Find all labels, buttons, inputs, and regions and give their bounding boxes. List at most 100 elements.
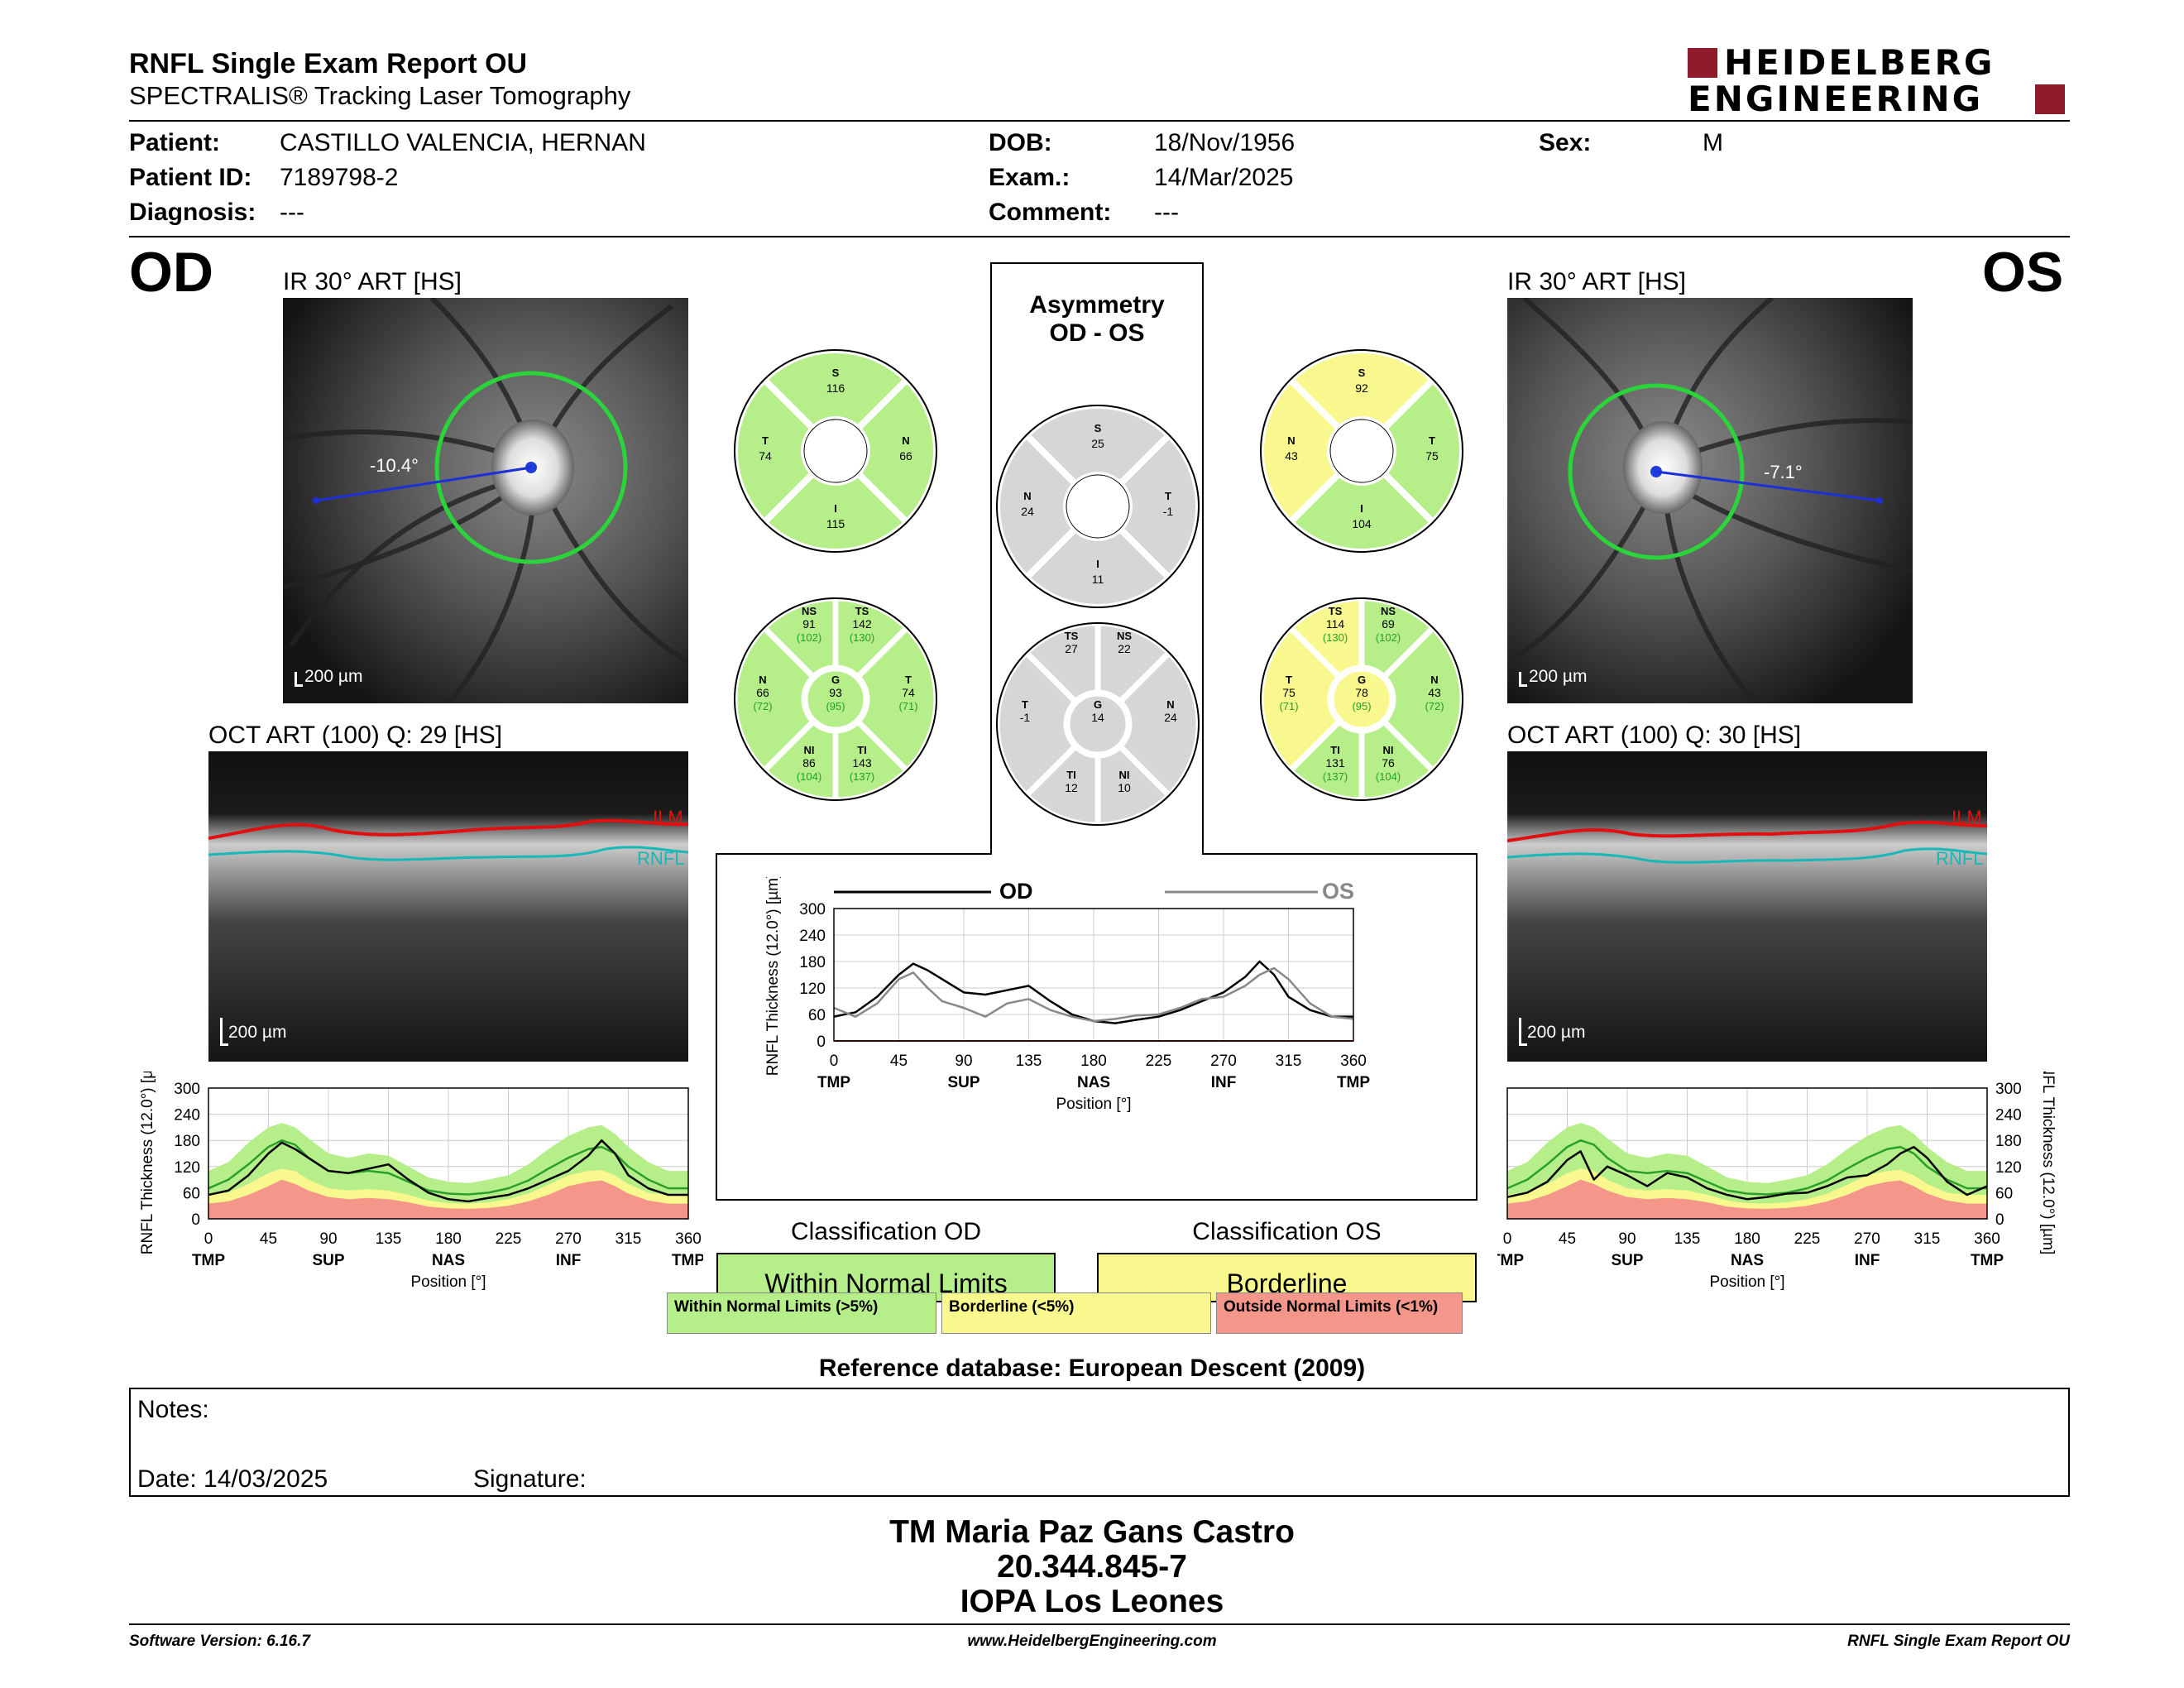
od-fundus-scale: 200 µm (304, 667, 363, 686)
legend-within-normal: Within Normal Limits (>5%) (667, 1292, 936, 1334)
os6-sector-TI-value: 131 (1325, 756, 1345, 770)
asym4-sector-I-value: 11 (1092, 573, 1104, 586)
chart-asym-xsub-3: INF (1211, 1074, 1237, 1091)
chart-od-ytick-0: 0 (191, 1211, 200, 1229)
od4-sector-I-label: I (834, 502, 837, 515)
od4-sector-N-label: N (902, 434, 909, 447)
od6-sector-G-ref: (95) (826, 700, 845, 712)
chart-os-normal-mean (1506, 1139, 1987, 1196)
od6-sector-G-label: G (831, 674, 840, 686)
os4-sector-diagram: S 92 N 43 I 104 T 75 (1257, 347, 1466, 555)
asym6-sector-NI-label: NI (1119, 769, 1130, 781)
chart-asym-xtick-270: 270 (1210, 1053, 1237, 1070)
od6-sector-T-label: T (905, 674, 912, 686)
chart-os-xtick-135: 135 (1674, 1230, 1701, 1248)
chart-asym-xtick-225: 225 (1146, 1053, 1172, 1070)
chart-asym-xtick-180: 180 (1080, 1053, 1107, 1070)
od6-sector-TS-ref: (130) (850, 631, 874, 644)
sex-label: Sex: (1539, 129, 1592, 156)
chart-os-band-red (1507, 1179, 1987, 1219)
os6-sector-T-value: 75 (1282, 686, 1296, 699)
asym4-sector-N-label: N (1023, 490, 1031, 502)
od4-sector-T-label: T (762, 434, 769, 447)
od6-sector-TI-value: 143 (852, 756, 872, 770)
classification-od-title: Classification OD (790, 1218, 982, 1245)
chart-od-plot: 0 60 120 180 240 300 0 45 90 135 180 225 270 315 360 TM… (139, 1072, 703, 1291)
asym6-sector-T-label: T (1022, 698, 1028, 711)
od4-sector-S-label: S (832, 367, 840, 379)
chart-od-xtick-45: 45 (260, 1230, 277, 1248)
asym4-sector-diagram: S 25 N 24 I 11 T -1 (994, 402, 1202, 611)
od4-sector-N-value: 66 (899, 449, 912, 463)
os-oct-svg: ILM RNFL (1507, 751, 1987, 1062)
chart-od-thickness-line (208, 1139, 688, 1203)
chart-os-xsub-0: TMP (1497, 1252, 1524, 1269)
chart-od-normal-mean (208, 1139, 688, 1196)
patient-name: CASTILLO VALENCIA, HERNAN (280, 129, 646, 156)
website-link[interactable]: www.HeidelbergEngineering.com (967, 1633, 1217, 1650)
od6-sector-NS-ref: (102) (797, 631, 821, 644)
signer-id: 20.344.845-7 (997, 1549, 1187, 1585)
od-eye-label: OD (129, 241, 213, 304)
asym6-sector-TS-value: 27 (1065, 642, 1078, 655)
chart-asym-legend-od: OD (999, 879, 1033, 904)
asym6-sector-NS-value: 22 (1118, 642, 1131, 655)
chart-asym-xtick-135: 135 (1016, 1053, 1042, 1070)
od-rnfl-label: RNFL (637, 848, 684, 869)
os6-sector-NI-ref: (104) (1376, 770, 1401, 783)
chart-od-xlabel: Position [°] (410, 1273, 486, 1291)
os6-sector-N-label: N (1430, 674, 1438, 686)
od-ilm-label: ILM (653, 807, 683, 827)
chart-asym-ytick-300: 300 (799, 901, 826, 918)
chart-os-xtick-315: 315 (1914, 1230, 1941, 1248)
chart-os-xsub-1: SUP (1611, 1252, 1643, 1269)
os6-sector-NS-label: NS (1381, 605, 1396, 617)
os6-sector-T-label: T (1286, 674, 1292, 686)
chart-os-ylabel: RNFL Thickness (12.0°) [µm] (2039, 1072, 2057, 1254)
asym6-sector-NI-value: 10 (1118, 781, 1131, 794)
chart-asym-xlabel: Position [°] (1056, 1096, 1131, 1113)
asym4-sector-T-label: T (1165, 490, 1171, 502)
dob-value: 18/Nov/1956 (1154, 129, 1296, 156)
chart-asym-ytick-0: 0 (817, 1033, 826, 1051)
chart-od-xtick-0: 0 (204, 1230, 213, 1248)
chart-od-xtick-315: 315 (615, 1230, 642, 1248)
chart-asym-xtick-360: 360 (1340, 1053, 1367, 1070)
asym4-sector-N-value: 24 (1021, 505, 1034, 518)
chart-od-xtick-270: 270 (555, 1230, 582, 1248)
chart-asym-xsub-4: TMP (1337, 1074, 1370, 1091)
asym6-sector-G (1066, 692, 1130, 756)
asym4-sector-T-value: -1 (1163, 505, 1174, 518)
os-angle-label: -7.1° (1764, 462, 1803, 482)
os4-sector-T-value: 75 (1425, 449, 1439, 463)
os6-sector-T-ref: (71) (1279, 700, 1298, 712)
legend-outside-normal: Outside Normal Limits (<1%) (1216, 1292, 1463, 1334)
chart-asym-xtick-45: 45 (890, 1053, 908, 1070)
chart-asym-xsub-2: NAS (1077, 1074, 1110, 1091)
chart-os-thickness-line (1506, 1145, 1988, 1201)
chart-asym-plot: 0 60 120 180 240 300 0 45 90 135 180 225 270 315 360 TM… (764, 877, 1370, 1113)
od6-sector-NS-value: 91 (802, 617, 816, 631)
sex-value: M (1703, 129, 1723, 156)
chart-od-xsub-1: SUP (312, 1252, 344, 1269)
patient-id: 7189798-2 (280, 164, 399, 191)
chart-os-xsub-4: TMP (1971, 1252, 2004, 1269)
od4-sector-I-value: 115 (826, 517, 845, 530)
footer-report-name: RNFL Single Exam Report OU (1847, 1633, 2070, 1650)
os-ilm-label: ILM (1952, 807, 1982, 827)
od6-sector-T-value: 74 (902, 686, 915, 699)
od6-sector-T-ref: (71) (898, 700, 917, 712)
od-ir-title: IR 30° ART [HS] (283, 268, 462, 295)
chart-asym-ytick-180: 180 (799, 954, 826, 971)
chart-os-ytick-0: 0 (1995, 1211, 2004, 1229)
os4-sector-N-label: N (1287, 434, 1295, 447)
os-eye-label: OS (1982, 241, 2064, 304)
chart-os-ytick-60: 60 (1995, 1185, 2013, 1202)
chart-os-xlabel: Position [°] (1709, 1273, 1784, 1291)
dob-label: DOB: (989, 129, 1052, 156)
notes-box[interactable]: Notes: Date: 14/03/2025 Signature: (129, 1388, 2070, 1497)
chart-od-ytick-180: 180 (174, 1133, 200, 1150)
